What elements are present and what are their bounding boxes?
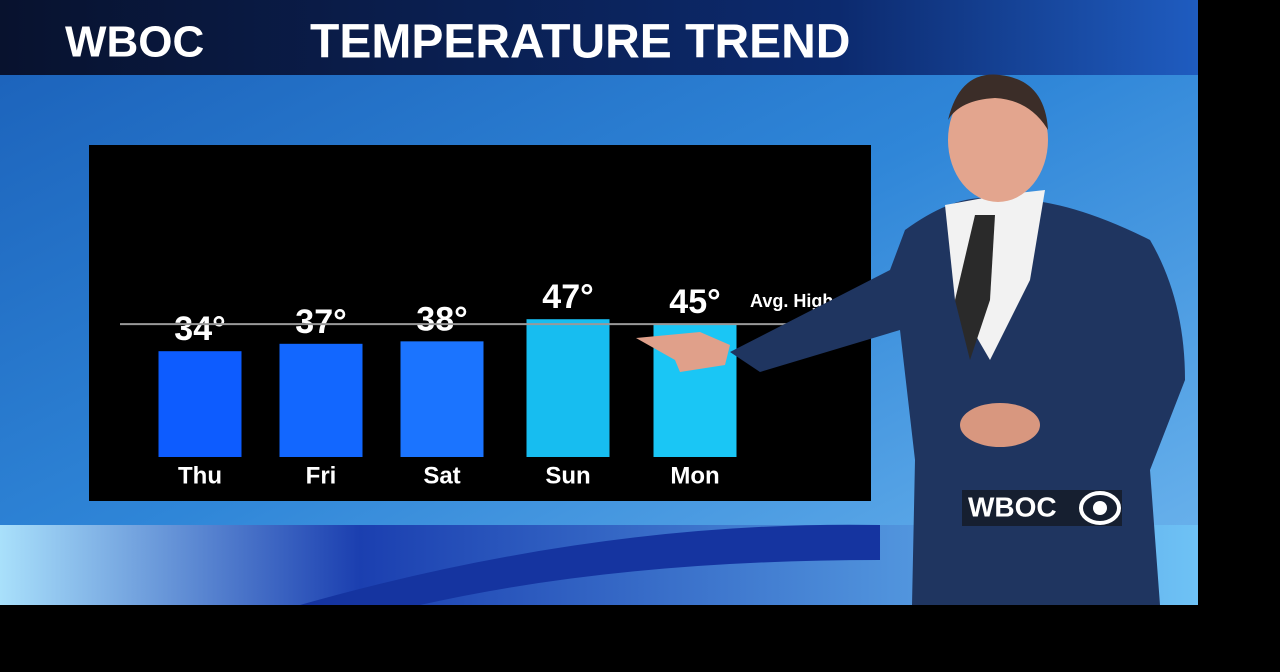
chart: 34° Thu 37° Fri 38° Sat 47° Sun 45° Mon Avg. High <box>120 278 870 489</box>
reference-label: Avg. High <box>750 291 833 311</box>
header-band <box>0 0 1198 75</box>
bar-value-label: 37° <box>295 303 346 341</box>
x-tick-label: Sun <box>545 462 590 489</box>
hand <box>636 332 730 372</box>
bar-value-label: 34° <box>174 310 225 348</box>
logo-eye <box>1079 491 1121 525</box>
bar <box>279 343 363 457</box>
hair <box>948 74 1048 130</box>
head <box>948 78 1048 202</box>
bar <box>400 341 484 457</box>
x-tick-label: Mon <box>670 462 719 489</box>
station-name: WBOC <box>65 18 204 67</box>
bar-value-label: 38° <box>416 300 467 338</box>
swoosh-dark <box>300 524 880 605</box>
bar-value-label: 47° <box>542 278 593 316</box>
bar <box>526 319 610 457</box>
hand-left <box>960 403 1040 447</box>
bar <box>158 351 242 457</box>
logo: WBOC <box>968 491 1057 522</box>
header-title: TEMPERATURE TREND <box>310 16 850 69</box>
x-tick-label: Fri <box>306 462 337 489</box>
x-tick-label: Thu <box>178 462 222 489</box>
logo-pupil <box>1093 501 1107 515</box>
x-tick-label: Sat <box>423 462 460 489</box>
bar-value-label: 45° <box>669 283 720 321</box>
tie <box>955 215 995 360</box>
